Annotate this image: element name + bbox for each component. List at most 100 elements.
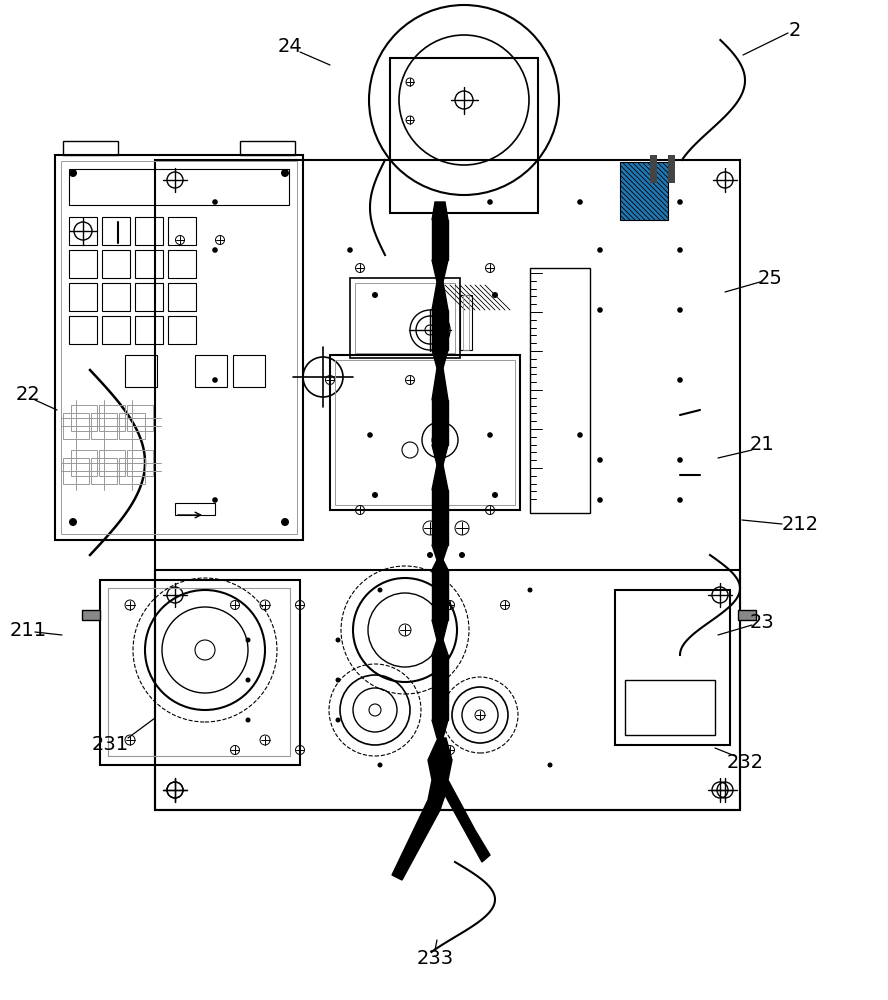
Polygon shape xyxy=(432,202,448,220)
Circle shape xyxy=(678,247,683,253)
Bar xyxy=(102,250,130,278)
Circle shape xyxy=(678,497,683,503)
Bar xyxy=(99,405,125,431)
Circle shape xyxy=(377,762,383,768)
Bar xyxy=(463,295,469,350)
Polygon shape xyxy=(392,738,490,880)
Bar xyxy=(738,610,756,620)
Polygon shape xyxy=(432,560,448,570)
Bar xyxy=(620,162,668,220)
Bar xyxy=(355,283,455,353)
Circle shape xyxy=(245,638,250,643)
Bar xyxy=(71,405,97,431)
Circle shape xyxy=(336,638,340,643)
Bar xyxy=(63,458,89,484)
Bar xyxy=(155,160,740,810)
Text: 211: 211 xyxy=(10,620,46,640)
Text: 23: 23 xyxy=(749,612,774,632)
Bar xyxy=(69,217,97,245)
Bar xyxy=(625,680,715,735)
Bar xyxy=(71,450,97,476)
Polygon shape xyxy=(432,465,448,490)
Circle shape xyxy=(377,587,383,592)
Bar xyxy=(168,250,196,278)
Bar xyxy=(168,316,196,344)
Bar xyxy=(135,217,163,245)
Text: 22: 22 xyxy=(16,385,40,404)
Circle shape xyxy=(69,169,77,177)
Polygon shape xyxy=(432,545,448,560)
Bar xyxy=(63,413,89,439)
Bar xyxy=(55,155,303,540)
Bar xyxy=(350,278,460,358)
Bar xyxy=(168,283,196,311)
Polygon shape xyxy=(432,220,448,260)
Bar xyxy=(127,450,153,476)
Text: 21: 21 xyxy=(749,436,774,454)
Bar xyxy=(100,580,300,765)
Circle shape xyxy=(678,199,683,205)
Polygon shape xyxy=(432,570,448,620)
Bar xyxy=(195,355,227,387)
Circle shape xyxy=(212,497,218,503)
Circle shape xyxy=(488,432,493,438)
Text: 24: 24 xyxy=(278,36,303,55)
Circle shape xyxy=(459,552,465,558)
Bar xyxy=(155,570,740,810)
Bar xyxy=(135,250,163,278)
Bar xyxy=(240,141,295,155)
Circle shape xyxy=(336,678,340,682)
Bar xyxy=(63,141,118,155)
Bar xyxy=(135,283,163,311)
Circle shape xyxy=(212,199,218,205)
Bar xyxy=(460,295,472,350)
Bar xyxy=(61,161,297,534)
Text: 25: 25 xyxy=(757,268,782,288)
Circle shape xyxy=(678,457,683,463)
Circle shape xyxy=(372,492,378,498)
Text: 233: 233 xyxy=(416,948,454,968)
Bar xyxy=(102,316,130,344)
Circle shape xyxy=(281,518,289,526)
Bar xyxy=(69,316,97,344)
Bar xyxy=(620,162,668,220)
Bar xyxy=(119,413,145,439)
Polygon shape xyxy=(432,400,448,445)
Circle shape xyxy=(212,377,218,383)
Polygon shape xyxy=(432,445,448,465)
Bar xyxy=(668,155,675,183)
Polygon shape xyxy=(432,368,448,400)
Bar xyxy=(233,355,265,387)
Polygon shape xyxy=(432,282,448,310)
Circle shape xyxy=(492,292,498,298)
Circle shape xyxy=(577,432,583,438)
Circle shape xyxy=(245,718,250,722)
Bar xyxy=(615,590,730,745)
Bar xyxy=(330,355,520,510)
Circle shape xyxy=(488,199,493,205)
Circle shape xyxy=(212,247,218,253)
Polygon shape xyxy=(432,260,448,282)
Polygon shape xyxy=(432,350,448,368)
Circle shape xyxy=(678,377,683,383)
Polygon shape xyxy=(432,310,448,350)
Circle shape xyxy=(577,199,583,205)
Polygon shape xyxy=(432,720,448,738)
Bar xyxy=(650,155,657,183)
Bar xyxy=(125,355,157,387)
Circle shape xyxy=(527,587,533,592)
Circle shape xyxy=(368,432,373,438)
Polygon shape xyxy=(432,655,448,720)
Bar xyxy=(102,283,130,311)
Polygon shape xyxy=(432,640,448,655)
Circle shape xyxy=(347,247,353,253)
Bar xyxy=(102,217,130,245)
Bar xyxy=(108,588,290,756)
Bar xyxy=(91,458,117,484)
Circle shape xyxy=(598,497,603,503)
Bar xyxy=(390,58,538,213)
Bar xyxy=(127,405,153,431)
Bar xyxy=(82,610,100,620)
Circle shape xyxy=(336,718,340,722)
Text: 232: 232 xyxy=(726,752,764,772)
